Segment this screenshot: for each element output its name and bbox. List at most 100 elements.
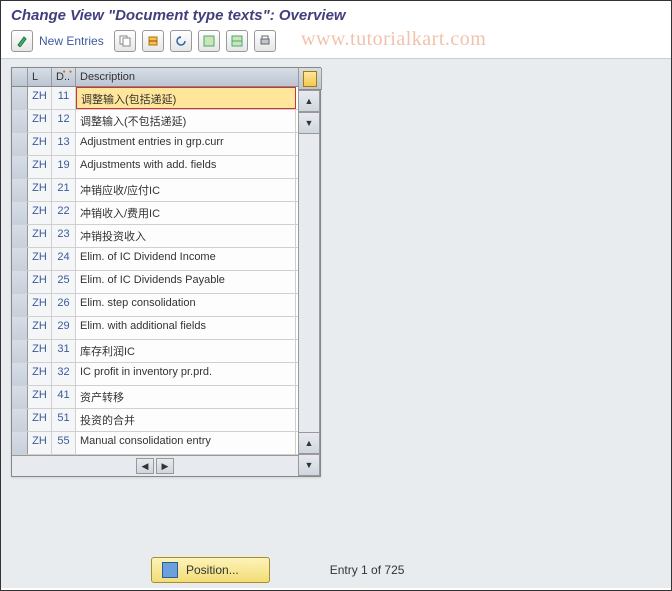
cell-description[interactable]: 冲销收入/费用IC [76,202,296,224]
row-selector[interactable] [12,248,28,270]
row-selector[interactable] [12,294,28,316]
table-row[interactable]: ZH29Elim. with additional fields [12,317,298,340]
cell-doctype: 25 [52,271,76,293]
row-selector[interactable] [12,87,28,109]
horizontal-scrollbar[interactable]: ◀ ▶ [12,455,298,476]
row-selector[interactable] [12,202,28,224]
cell-lang: ZH [28,340,52,362]
row-selector[interactable] [12,179,28,201]
cell-lang: ZH [28,156,52,178]
table-row[interactable]: ZH55Manual consolidation entry [12,432,298,455]
print-button[interactable] [254,30,276,52]
entry-counter: Entry 1 of 725 [330,563,405,577]
cell-lang: ZH [28,363,52,385]
cell-description[interactable]: 调整输入(包括递延) [76,87,296,109]
cell-doctype: 26 [52,294,76,316]
undo-button[interactable] [170,30,192,52]
scroll-left-button[interactable]: ◀ [136,458,154,474]
table-row[interactable]: ZH32IC profit in inventory pr.prd. [12,363,298,386]
row-selector[interactable] [12,317,28,339]
row-selector[interactable] [12,432,28,454]
cell-description[interactable]: 调整输入(不包括递延) [76,110,296,132]
cell-description[interactable]: Elim. of IC Dividends Payable [76,271,296,293]
cell-description[interactable]: 库存利润IC [76,340,296,362]
cell-description[interactable]: Elim. step consolidation [76,294,296,316]
table-row[interactable]: ZH13Adjustment entries in grp.curr [12,133,298,156]
scroll-track[interactable] [298,134,320,432]
row-selector[interactable] [12,386,28,408]
table-row[interactable]: ZH25Elim. of IC Dividends Payable [12,271,298,294]
cell-description[interactable]: 冲销投资收入 [76,225,296,247]
row-selector[interactable] [12,133,28,155]
select-all-button[interactable] [198,30,220,52]
cell-lang: ZH [28,248,52,270]
scroll-down-button[interactable]: ▼ [298,112,320,134]
row-selector[interactable] [12,363,28,385]
deselect-all-button[interactable] [226,30,248,52]
table-row[interactable]: ZH31库存利润IC [12,340,298,363]
copy-button[interactable] [114,30,136,52]
cell-doctype: 11 [52,87,76,109]
cell-doctype: 32 [52,363,76,385]
cell-lang: ZH [28,294,52,316]
position-button[interactable]: Position... [151,557,270,583]
toolbar: New Entries [1,26,671,58]
cell-lang: ZH [28,432,52,454]
cell-description[interactable]: Elim. with additional fields [76,317,296,339]
table-row[interactable]: ZH23冲销投资收入 [12,225,298,248]
cell-lang: ZH [28,225,52,247]
table-row[interactable]: ZH51投资的合并 [12,409,298,432]
cell-description[interactable]: 投资的合并 [76,409,296,431]
scroll-down2-button[interactable]: ▼ [298,454,320,476]
col-header-select[interactable] [12,68,28,86]
cell-description[interactable]: 资产转移 [76,386,296,408]
row-selector[interactable] [12,340,28,362]
scroll-up2-button[interactable]: ▲ [298,432,320,454]
scroll-right-button[interactable]: ▶ [156,458,174,474]
table-row[interactable]: ZH11调整输入(包括递延) [12,87,298,110]
row-selector[interactable] [12,156,28,178]
col-header-doctype[interactable]: D..● ● [52,68,76,86]
row-selector[interactable] [12,110,28,132]
col-header-lang[interactable]: L [28,68,52,86]
cell-doctype: 31 [52,340,76,362]
toggle-edit-button[interactable] [11,30,33,52]
cell-lang: ZH [28,202,52,224]
cell-doctype: 22 [52,202,76,224]
cell-description[interactable]: Adjustments with add. fields [76,156,296,178]
table-row[interactable]: ZH41资产转移 [12,386,298,409]
row-selector[interactable] [12,225,28,247]
cell-description[interactable]: 冲销应收/应付IC [76,179,296,201]
cell-lang: ZH [28,110,52,132]
cell-doctype: 55 [52,432,76,454]
table-row[interactable]: ZH12调整输入(不包括递延) [12,110,298,133]
table-row[interactable]: ZH24Elim. of IC Dividend Income [12,248,298,271]
configure-icon [303,71,317,87]
table-row[interactable]: ZH26Elim. step consolidation [12,294,298,317]
cell-description[interactable]: Manual consolidation entry [76,432,296,454]
cell-doctype: 12 [52,110,76,132]
cell-doctype: 19 [52,156,76,178]
configure-columns-button[interactable] [298,68,322,90]
delete-button[interactable] [142,30,164,52]
table-row[interactable]: ZH22冲销收入/费用IC [12,202,298,225]
table-row[interactable]: ZH19Adjustments with add. fields [12,156,298,179]
vertical-scrollbar[interactable]: ▲ ▼ ▲ ▼ [298,68,320,476]
cell-doctype: 29 [52,317,76,339]
cell-lang: ZH [28,271,52,293]
row-selector[interactable] [12,409,28,431]
cell-lang: ZH [28,386,52,408]
cell-lang: ZH [28,133,52,155]
cell-doctype: 41 [52,386,76,408]
cell-doctype: 51 [52,409,76,431]
cell-description[interactable]: Elim. of IC Dividend Income [76,248,296,270]
data-grid: L D..● ● Description ZH11调整输入(包括递延)ZH12调… [11,67,321,477]
new-entries-button[interactable]: New Entries [39,34,104,48]
table-row[interactable]: ZH21冲销应收/应付IC [12,179,298,202]
cell-description[interactable]: IC profit in inventory pr.prd. [76,363,296,385]
row-selector[interactable] [12,271,28,293]
scroll-up-button[interactable]: ▲ [298,90,320,112]
cell-description[interactable]: Adjustment entries in grp.curr [76,133,296,155]
col-header-description[interactable]: Description [76,68,296,86]
position-icon [162,562,178,578]
